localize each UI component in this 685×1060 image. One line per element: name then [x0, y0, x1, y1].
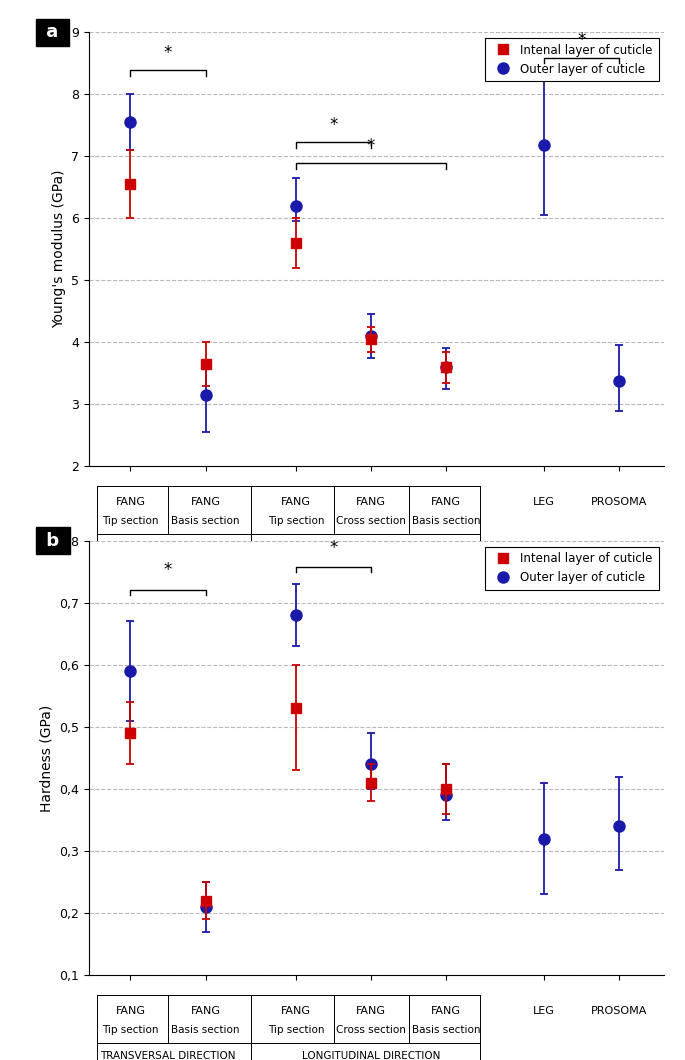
- Text: PROSOMA: PROSOMA: [591, 1006, 647, 1015]
- Text: *: *: [329, 116, 338, 134]
- Text: Tip section: Tip section: [102, 516, 159, 527]
- Text: LEG: LEG: [533, 1006, 555, 1015]
- Text: TRANSVERSAL DIRECTION: TRANSVERSAL DIRECTION: [100, 543, 236, 552]
- Y-axis label: Hardness (GPa): Hardness (GPa): [40, 704, 53, 812]
- Text: Tip section: Tip section: [268, 516, 324, 527]
- Text: FANG: FANG: [190, 1006, 221, 1015]
- Legend: Intenal layer of cuticle, Outer layer of cuticle: Intenal layer of cuticle, Outer layer of…: [485, 547, 658, 590]
- Text: Basis section: Basis section: [412, 1025, 481, 1036]
- Text: Tip section: Tip section: [102, 1025, 159, 1036]
- Y-axis label: Young's modulus (GPa): Young's modulus (GPa): [52, 170, 66, 329]
- Text: Tip section: Tip section: [268, 1025, 324, 1036]
- Text: *: *: [367, 137, 375, 155]
- Text: Basis section: Basis section: [412, 516, 481, 527]
- Text: FANG: FANG: [190, 497, 221, 507]
- Text: PROSOMA: PROSOMA: [591, 497, 647, 507]
- Text: Cross section: Cross section: [336, 516, 406, 527]
- Text: *: *: [329, 538, 338, 556]
- Text: FANG: FANG: [115, 1006, 145, 1015]
- Text: Basis section: Basis section: [171, 516, 240, 527]
- Text: LEG: LEG: [533, 497, 555, 507]
- Text: FANG: FANG: [281, 497, 311, 507]
- Text: *: *: [164, 43, 172, 61]
- Text: FANG: FANG: [356, 497, 386, 507]
- Text: b: b: [40, 532, 66, 550]
- Legend: Intenal layer of cuticle, Outer layer of cuticle: Intenal layer of cuticle, Outer layer of…: [485, 38, 658, 82]
- Text: FANG: FANG: [115, 497, 145, 507]
- Text: TRANSVERSAL DIRECTION: TRANSVERSAL DIRECTION: [100, 1052, 236, 1060]
- Text: LONGITUDINAL DIRECTION: LONGITUDINAL DIRECTION: [302, 543, 440, 552]
- Text: FANG: FANG: [432, 497, 461, 507]
- Text: Basis section: Basis section: [171, 1025, 240, 1036]
- Text: *: *: [164, 561, 172, 579]
- Text: a: a: [40, 23, 64, 41]
- Text: FANG: FANG: [356, 1006, 386, 1015]
- Text: FANG: FANG: [432, 1006, 461, 1015]
- Text: Cross section: Cross section: [336, 1025, 406, 1036]
- Text: LONGITUDINAL DIRECTION: LONGITUDINAL DIRECTION: [302, 1052, 440, 1060]
- Text: FANG: FANG: [281, 1006, 311, 1015]
- Text: *: *: [577, 31, 586, 49]
